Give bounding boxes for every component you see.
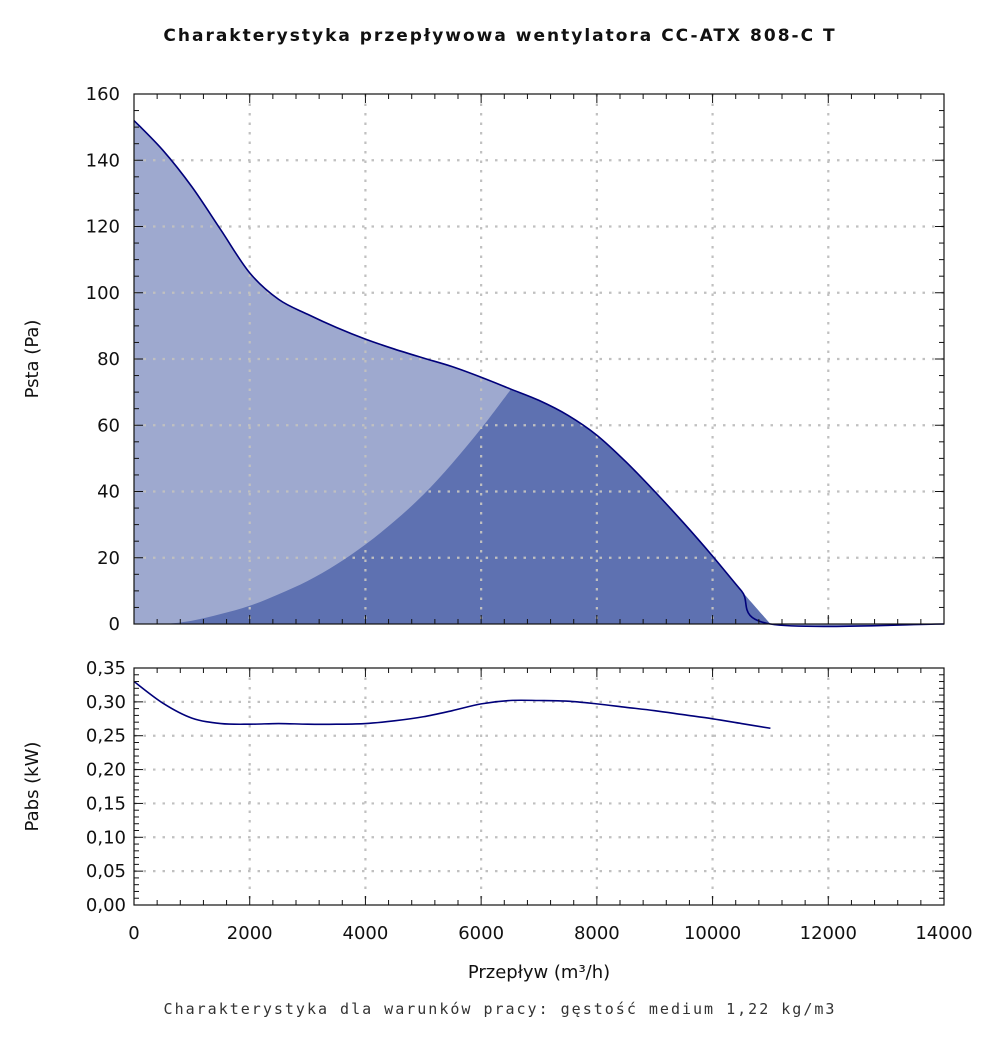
pabs-y-tick-label: 0,30 <box>86 692 126 713</box>
pabs-y-tick-label: 0,35 <box>86 658 126 679</box>
psta-y-tick-label: 160 <box>86 84 120 105</box>
psta-y-tick-label: 60 <box>97 415 120 436</box>
x-tick-label: 10000 <box>684 923 741 944</box>
x-tick-label: 2000 <box>227 923 273 944</box>
fan-curve-line <box>133 119 945 628</box>
pabs-y-tick-label: 0,15 <box>86 793 126 814</box>
psta-y-tick-label: 0 <box>109 614 120 635</box>
pabs-y-tick-label: 0,00 <box>86 895 126 916</box>
pabs-plot-frame <box>133 667 945 906</box>
psta-y-tick-label: 100 <box>86 283 120 304</box>
x-tick-label: 14000 <box>915 923 972 944</box>
x-tick-label: 12000 <box>800 923 857 944</box>
x-tick-label: 4000 <box>343 923 389 944</box>
psta-y-tick-label: 140 <box>86 150 120 171</box>
psta-y-tick-label: 120 <box>86 217 120 238</box>
chart-footer-note: Charakterystyka dla warunków pracy: gęst… <box>163 1000 837 1018</box>
operating-area-dark-fill <box>134 388 771 625</box>
fan-area-light-fill <box>134 120 944 627</box>
x-tick-label: 0 <box>128 923 139 944</box>
psta-y-tick-label: 20 <box>97 548 120 569</box>
pabs-y-tick-label: 0,25 <box>86 726 126 747</box>
pabs-y-tick-label: 0,05 <box>86 861 126 882</box>
x-axis-title: Przepływ (m³/h) <box>468 962 610 983</box>
pabs-y-axis-title: Pabs (kW) <box>22 742 43 832</box>
psta-y-axis-title: Psta (Pa) <box>22 320 43 399</box>
x-tick-label: 6000 <box>458 923 504 944</box>
chart-title: Charakterystyka przepływowa wentylatora … <box>163 26 837 46</box>
power-curve-line <box>133 680 771 730</box>
pabs-y-tick-label: 0,10 <box>86 827 126 848</box>
psta-y-tick-label: 40 <box>97 482 120 503</box>
pabs-y-tick-label: 0,20 <box>86 760 126 781</box>
x-tick-label: 8000 <box>574 923 620 944</box>
psta-y-tick-label: 80 <box>97 349 120 370</box>
